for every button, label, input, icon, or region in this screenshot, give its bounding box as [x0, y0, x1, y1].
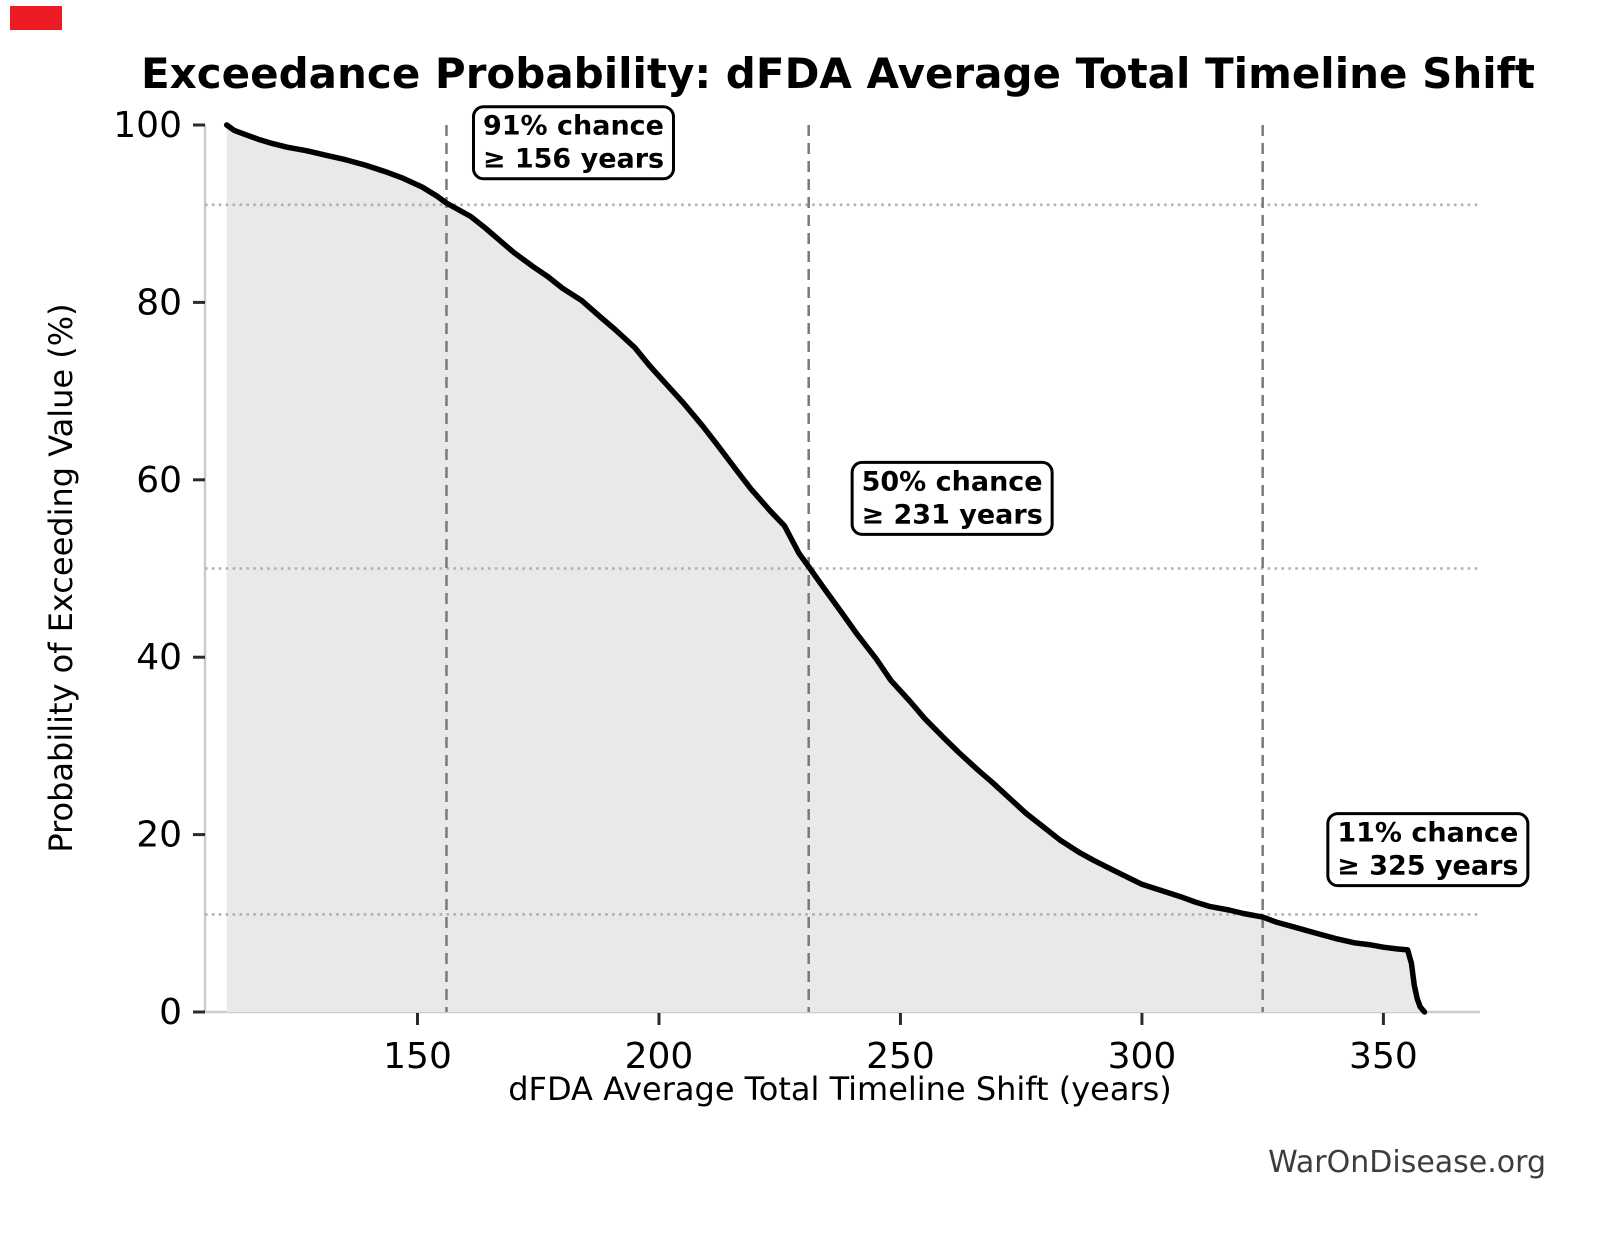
x-axis-label: dFDA Average Total Timeline Shift (years…: [508, 1070, 1172, 1108]
annotation-91pct-line2: ≥ 156 years: [483, 144, 664, 175]
curve-line: [223, 122, 1428, 1015]
plot-area: 150 200 250 300 350 0 20 40 60 80 100 91% chance≥ 1…: [113, 105, 1530, 1077]
curve-fill: [226, 125, 1425, 1012]
annotation-11pct-line2: ≥ 325 years: [1337, 851, 1518, 882]
annotation-91pct-box: [471, 105, 675, 181]
annotation-91pct-line1: 91% chance: [483, 111, 664, 142]
annotation-50pct-line1: 50% chance: [862, 466, 1043, 497]
y-tick-label-0: 0: [159, 992, 182, 1033]
x-tick-label-300: 300: [1108, 1036, 1177, 1077]
annotation-50pct-box: [850, 460, 1054, 536]
y-tick-label-80: 80: [136, 282, 182, 323]
y-axis-label: Probability of Exceeding Value (%): [42, 303, 80, 852]
annotation-11pct-line1: 11% chance: [1337, 818, 1518, 849]
x-tick-label-350: 350: [1349, 1036, 1418, 1077]
y-tick-label-40: 40: [136, 637, 182, 678]
x-tick-label-150: 150: [383, 1036, 452, 1077]
annotation-11pct-box: [1326, 812, 1530, 888]
x-tick-label-200: 200: [625, 1036, 694, 1077]
y-tick-label-100: 100: [113, 105, 182, 146]
chart-title: Exceedance Probability: dFDA Average Tot…: [141, 49, 1535, 98]
x-tick-label-250: 250: [866, 1036, 935, 1077]
red-marker: [10, 6, 62, 30]
y-tick-label-60: 60: [136, 460, 182, 501]
watermark: WarOnDisease.org: [1268, 1145, 1546, 1180]
y-tick-label-20: 20: [136, 815, 182, 856]
annotation-50pct-line2: ≥ 231 years: [861, 499, 1042, 530]
